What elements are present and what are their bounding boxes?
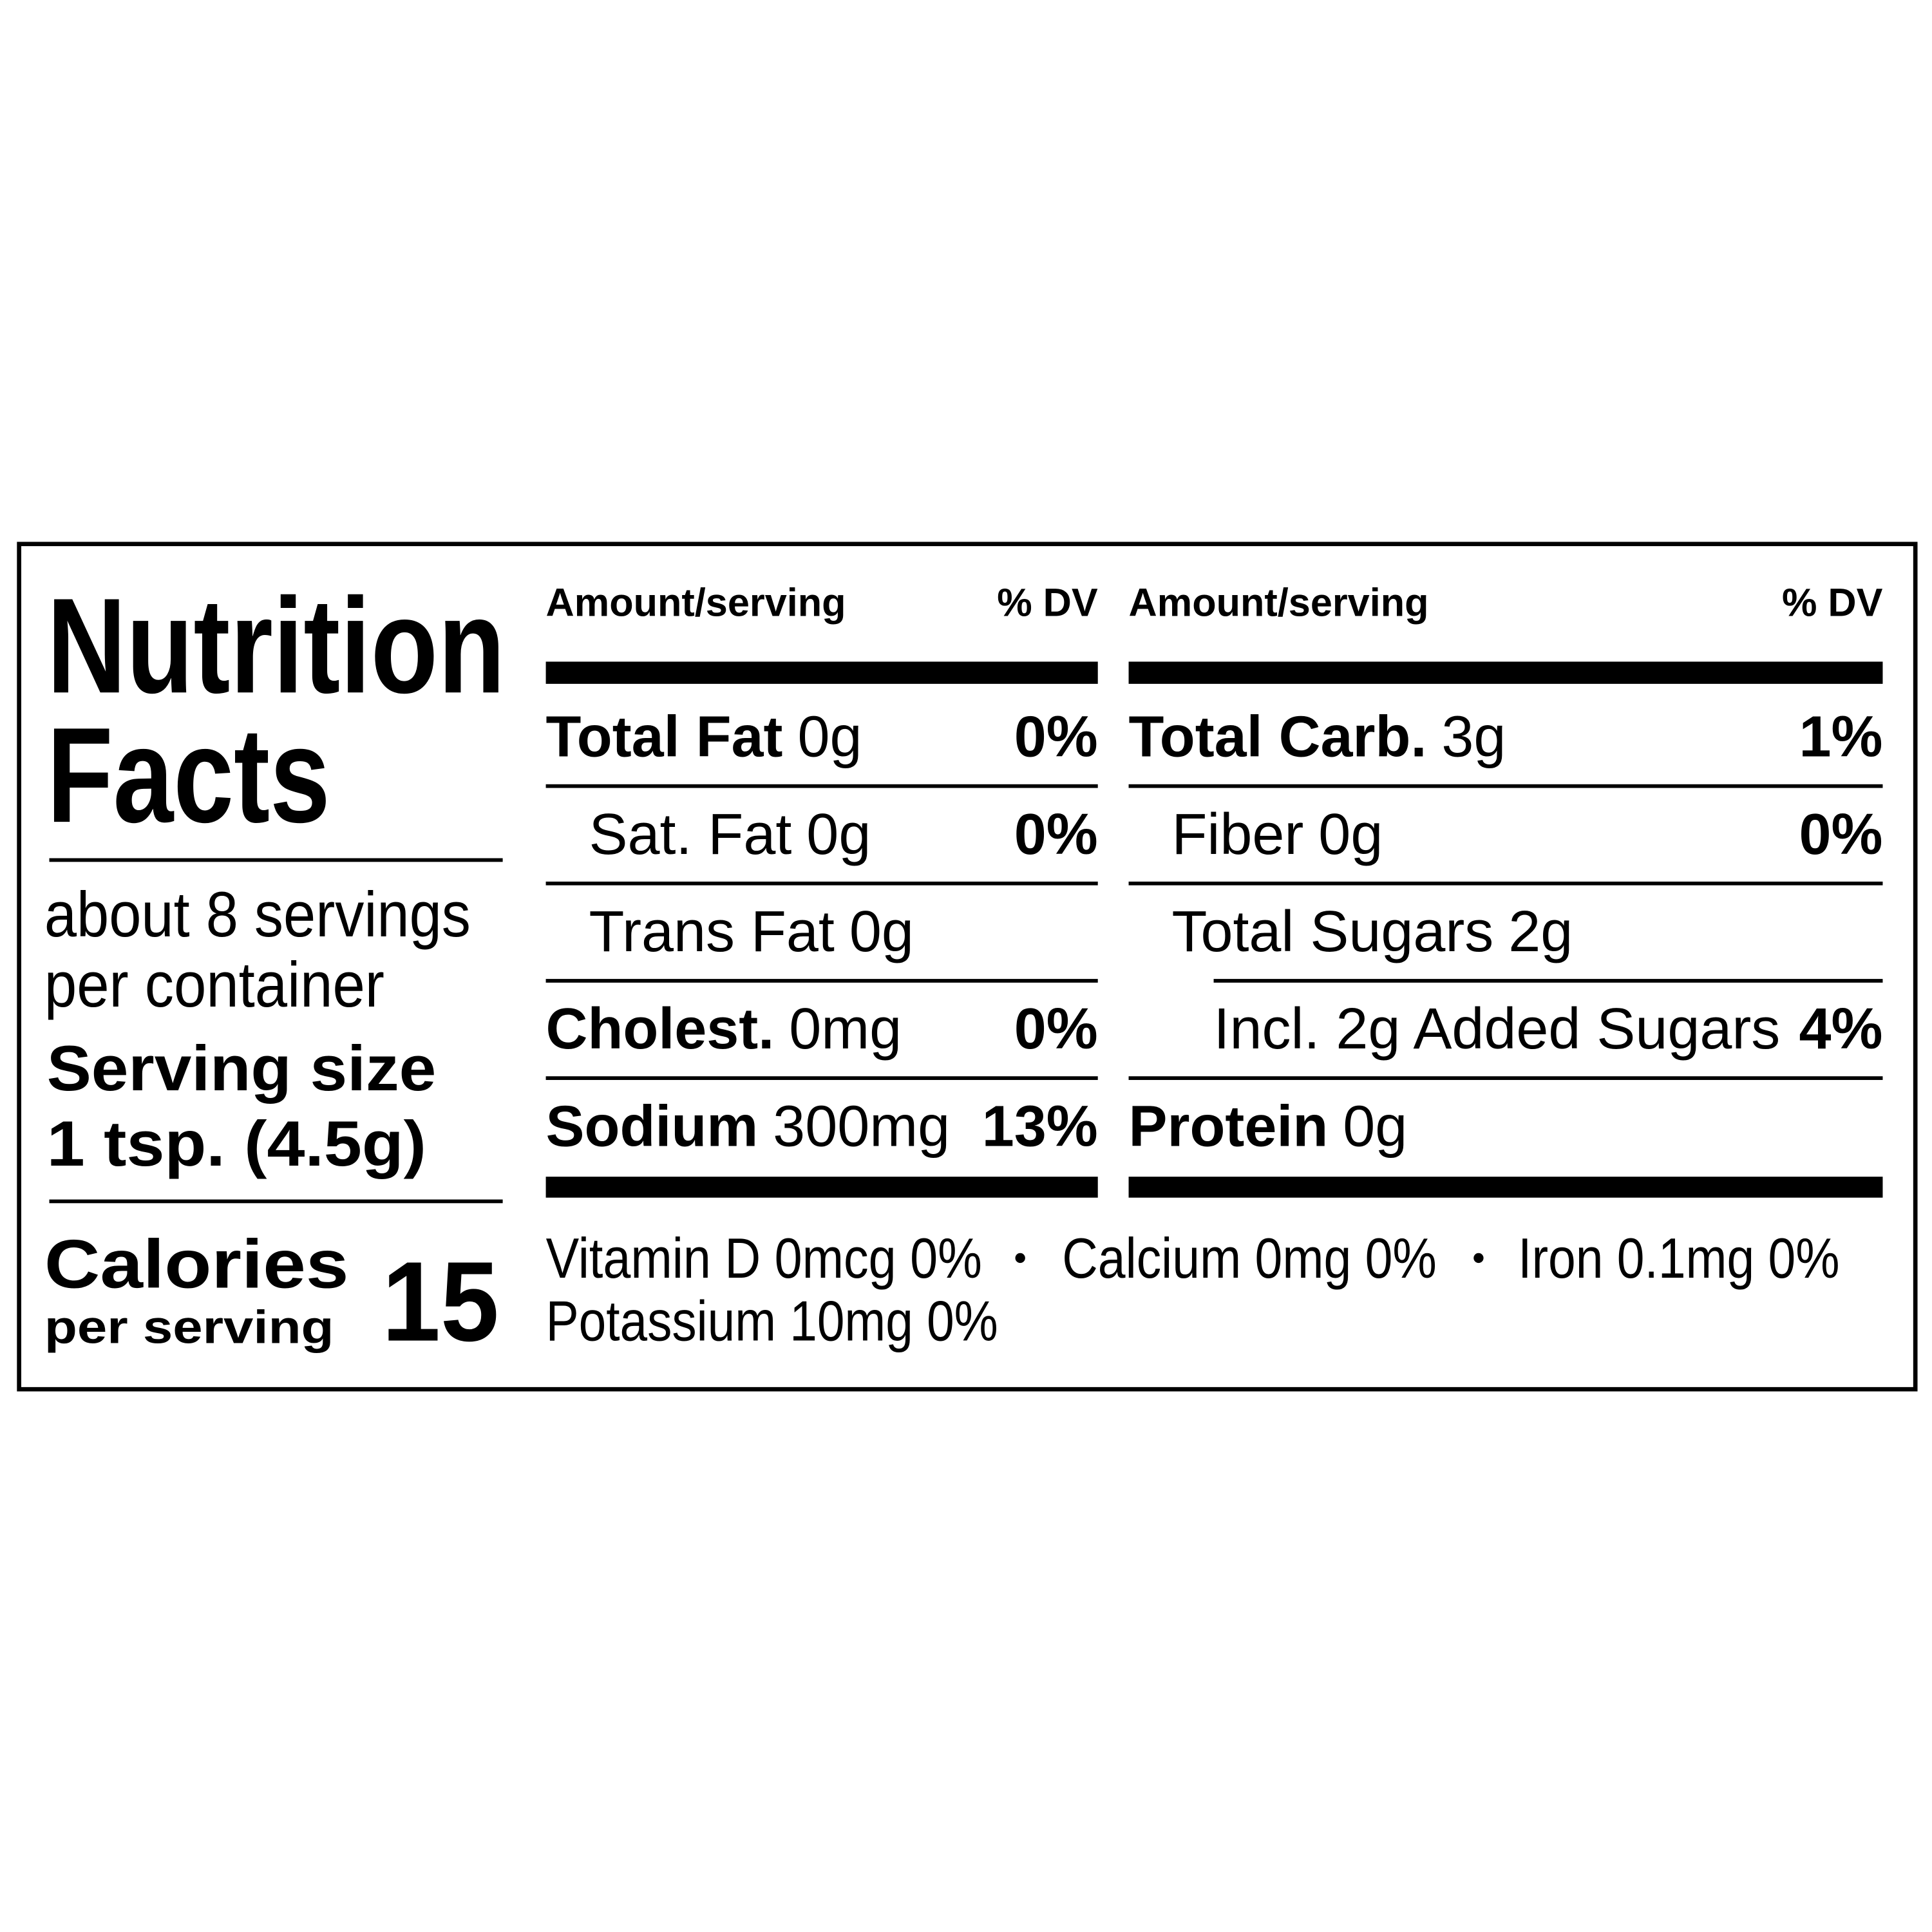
- divider: [49, 858, 503, 862]
- nutrient-amount: 0g: [1318, 802, 1383, 867]
- servings-text: about 8 servings: [44, 879, 471, 951]
- nutrient-dv: 4%: [1799, 997, 1883, 1061]
- nutrient-name: Incl. 2g Added Sugars: [1214, 997, 1781, 1061]
- nutrient-dv: 13%: [982, 1094, 1098, 1159]
- row-divider: [1213, 979, 1883, 983]
- nutrient-amount: 300mg: [773, 1094, 950, 1159]
- nutrient-dv: 0%: [1014, 705, 1098, 770]
- nutrient-row: Sat. Fat 0g: [589, 802, 871, 867]
- nutrient-amount: 0g: [797, 705, 862, 770]
- thick-bar: [1128, 1177, 1883, 1198]
- thick-bar: [545, 1177, 1098, 1198]
- nutrient-dv: 0%: [1014, 997, 1098, 1061]
- nutrient-name: Total Carb.: [1129, 705, 1427, 770]
- nutrient-amount: 3g: [1441, 705, 1506, 770]
- nutrient-amount: 0g: [806, 802, 871, 867]
- nutrient-name: Cholest.: [546, 997, 775, 1061]
- row-divider: [545, 881, 1098, 886]
- row-divider: [545, 784, 1098, 788]
- nutrient-row: Sodium 300mg: [546, 1094, 951, 1159]
- vitamin-item: Iron 0.1mg 0%: [1518, 1226, 1839, 1290]
- nutrient-name: Trans Fat: [589, 900, 835, 964]
- calories-sublabel: per serving: [44, 1301, 334, 1353]
- header-dv: % DV: [1782, 581, 1883, 625]
- serving-size-label: Serving size: [47, 1033, 437, 1104]
- nutrient-dv: 0%: [1014, 802, 1098, 867]
- row-divider: [545, 979, 1098, 983]
- nutrient-name: Total Fat: [546, 705, 783, 770]
- nutrient-dv: 1%: [1799, 705, 1883, 770]
- header-dv: % DV: [997, 581, 1098, 625]
- row-divider: [1128, 784, 1883, 788]
- header-amount: Amount/serving: [546, 581, 846, 625]
- serving-size-value: 1 tsp. (4.5g): [47, 1108, 426, 1180]
- nutrient-amount: 0mg: [789, 997, 902, 1061]
- vitamin-item: Potassium 10mg 0%: [546, 1289, 998, 1353]
- nutrient-row: Protein 0g: [1129, 1094, 1408, 1159]
- nutrient-name: Sat. Fat: [589, 802, 792, 867]
- nutrient-row: Cholest. 0mg: [546, 997, 902, 1061]
- title: Nutrition: [47, 569, 506, 721]
- nutrient-amount: 0g: [849, 900, 914, 964]
- nutrient-row: Total Sugars 2g: [1172, 900, 1573, 964]
- label-border: [17, 542, 1918, 1392]
- vitamin-item: Vitamin D 0mcg 0%: [546, 1226, 982, 1290]
- bullet: [1473, 1253, 1484, 1264]
- nutrient-name: Sodium: [546, 1094, 759, 1159]
- vitamin-item: Calcium 0mg 0%: [1062, 1226, 1437, 1290]
- nutrient-row: Fiber 0g: [1172, 802, 1383, 867]
- thick-bar: [545, 661, 1098, 684]
- title: Facts: [47, 699, 330, 851]
- nutrient-name: Protein: [1129, 1094, 1329, 1159]
- nutrient-row: Total Carb. 3g: [1129, 705, 1506, 770]
- divider: [49, 1199, 503, 1204]
- nutrient-name: Total Sugars: [1172, 900, 1494, 964]
- nutrient-amount: 2g: [1508, 900, 1573, 964]
- nutrient-row: Trans Fat 0g: [589, 900, 914, 964]
- nutrient-row: Incl. 2g Added Sugars: [1214, 997, 1781, 1061]
- calories-label: Calories: [44, 1225, 349, 1302]
- nutrient-amount: 0g: [1343, 1094, 1407, 1159]
- header-amount: Amount/serving: [1129, 581, 1429, 625]
- thick-bar: [1128, 661, 1883, 684]
- servings-text: per container: [44, 949, 384, 1021]
- nutrient-name: Fiber: [1172, 802, 1304, 867]
- row-divider: [1128, 881, 1883, 886]
- nutrient-dv: 0%: [1799, 802, 1883, 867]
- row-divider: [1128, 1076, 1883, 1080]
- bullet: [1015, 1253, 1025, 1264]
- calories-value: 15: [382, 1239, 499, 1365]
- row-divider: [545, 1076, 1098, 1080]
- nutrient-row: Total Fat 0g: [546, 705, 862, 770]
